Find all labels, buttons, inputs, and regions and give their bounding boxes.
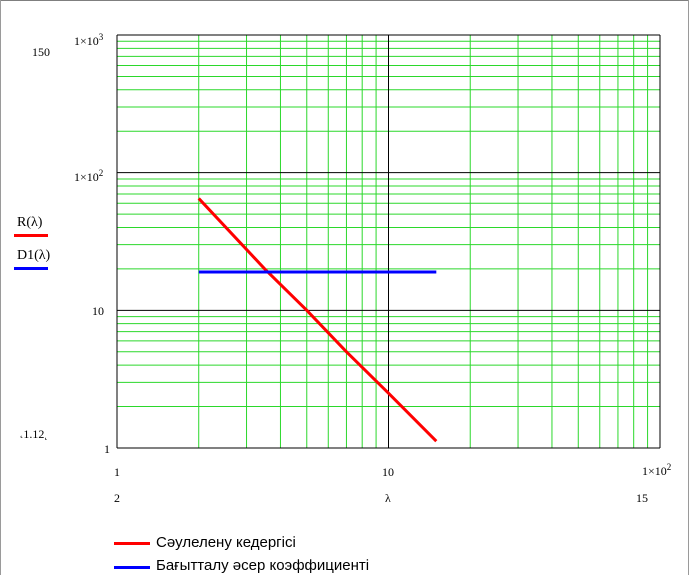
x-tick-10: 10 xyxy=(382,465,394,479)
x-right-limit[interactable]: 15 xyxy=(636,491,648,505)
legend-label-r: Сәулелену кедергісі xyxy=(156,534,296,551)
y-top-limit[interactable]: 150 xyxy=(32,45,50,59)
y-tick-1: 1 xyxy=(104,442,110,456)
y-tick-100: 1×102 xyxy=(74,168,104,184)
legend-swatch-d1 xyxy=(114,566,150,569)
y-tick-1000: 1×103 xyxy=(74,32,104,48)
x-left-limit[interactable]: 2 xyxy=(114,491,120,505)
y-series-line-d1 xyxy=(14,267,48,270)
y-series-label-r[interactable]: R(λ) xyxy=(17,215,43,230)
series-r-line[interactable] xyxy=(197,197,438,443)
major-grid xyxy=(116,34,661,449)
series-group xyxy=(197,197,438,443)
window-top-border xyxy=(0,0,689,1)
legend-swatch-r xyxy=(114,542,150,545)
window-left-border xyxy=(0,0,1,575)
y-tick-10: 10 xyxy=(92,304,104,318)
x-tick-100: 1×102 xyxy=(642,462,672,478)
legend-label-d1: Бағытталу әсер коэффициенті xyxy=(156,557,370,574)
y-series-label-d1[interactable]: D1(λ) xyxy=(17,248,51,263)
x-axis-label[interactable]: λ xyxy=(385,491,391,505)
x-tick-1: 1 xyxy=(114,465,120,479)
y-bottom-limit[interactable]: ˛1.12˛ xyxy=(20,427,48,441)
y-series-line-r xyxy=(14,234,48,237)
